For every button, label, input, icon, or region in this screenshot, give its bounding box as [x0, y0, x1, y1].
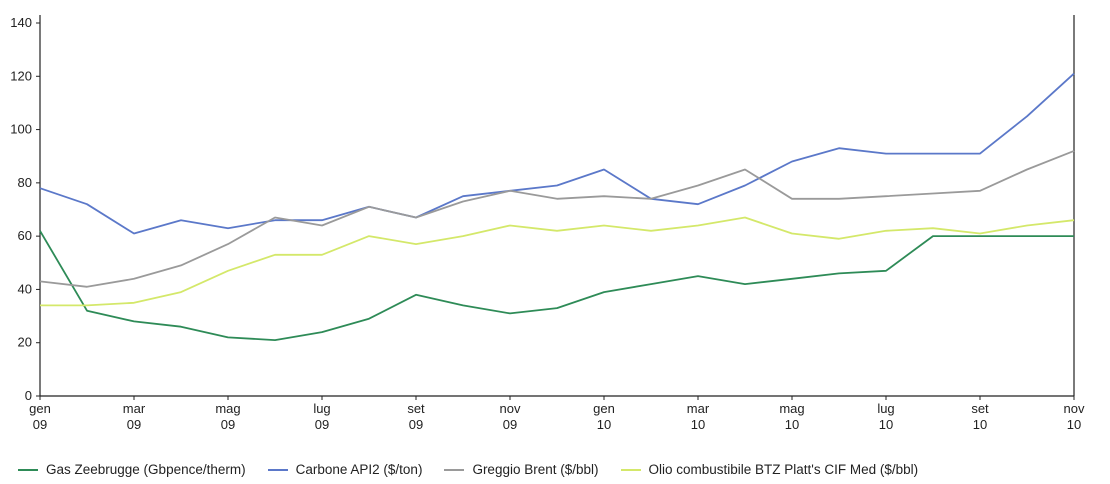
- x-tick-label-year: 09: [221, 417, 235, 432]
- chart-tick-labels: 020406080100120140gen09mar09mag09lug09se…: [10, 15, 1085, 432]
- x-tick-label-month: lug: [313, 401, 330, 416]
- legend-swatch: [620, 468, 641, 471]
- x-tick-label-year: 09: [409, 417, 423, 432]
- x-tick-label-year: 10: [691, 417, 705, 432]
- y-tick-label: 140: [10, 15, 32, 30]
- x-tick-label-year: 10: [785, 417, 799, 432]
- x-tick-label-month: lug: [877, 401, 894, 416]
- x-tick-label-year: 09: [127, 417, 141, 432]
- series-line: [39, 72, 1075, 235]
- x-tick-label-month: set: [971, 401, 989, 416]
- y-tick-label: 120: [10, 68, 32, 83]
- chart-axes: [36, 15, 1075, 400]
- line-chart: 020406080100120140gen09mar09mag09lug09se…: [10, 15, 1085, 432]
- x-tick-label-month: nov: [500, 401, 521, 416]
- legend-label: Carbone API2 ($/ton): [295, 462, 423, 477]
- x-tick-label-month: set: [407, 401, 425, 416]
- legend-item: Olio combustibile BTZ Platt's CIF Med ($…: [620, 462, 919, 477]
- x-tick-label-year: 10: [879, 417, 893, 432]
- y-tick-label: 20: [18, 335, 32, 350]
- legend-swatch: [267, 468, 288, 471]
- legend-label: Gas Zeebrugge (Gbpence/therm): [46, 462, 246, 477]
- legend-label: Greggio Brent ($/bbl): [472, 462, 599, 477]
- x-tick-label-year: 10: [597, 417, 611, 432]
- series-line: [39, 150, 1075, 288]
- legend-item: Greggio Brent ($/bbl): [444, 462, 599, 477]
- chart-series: [39, 72, 1075, 342]
- legend-label: Olio combustibile BTZ Platt's CIF Med ($…: [648, 462, 919, 477]
- x-tick-label-year: 09: [33, 417, 47, 432]
- x-tick-label-year: 10: [973, 417, 987, 432]
- y-tick-label: 60: [18, 228, 32, 243]
- series-line: [40, 216, 1075, 307]
- legend-item: Carbone API2 ($/ton): [267, 462, 423, 477]
- y-tick-label: 40: [18, 281, 32, 296]
- x-tick-label-year: 09: [503, 417, 517, 432]
- x-tick-label-month: gen: [593, 401, 615, 416]
- series-line: [39, 230, 1074, 342]
- chart-legend: Gas Zeebrugge (Gbpence/therm) Carbone AP…: [18, 462, 918, 477]
- x-tick-label-month: gen: [29, 401, 51, 416]
- y-tick-label: 100: [10, 122, 32, 137]
- x-tick-label-year: 09: [315, 417, 329, 432]
- legend-item: Gas Zeebrugge (Gbpence/therm): [18, 462, 246, 477]
- x-tick-label-month: nov: [1064, 401, 1085, 416]
- legend-swatch: [18, 468, 38, 471]
- x-tick-label-month: mar: [687, 401, 710, 416]
- x-tick-label-year: 10: [1067, 417, 1081, 432]
- x-tick-label-month: mag: [215, 401, 240, 416]
- x-tick-label-month: mag: [779, 401, 804, 416]
- y-tick-label: 80: [18, 175, 32, 190]
- y-tick-label: 0: [25, 388, 32, 403]
- legend-swatch: [444, 468, 465, 471]
- x-tick-label-month: mar: [123, 401, 146, 416]
